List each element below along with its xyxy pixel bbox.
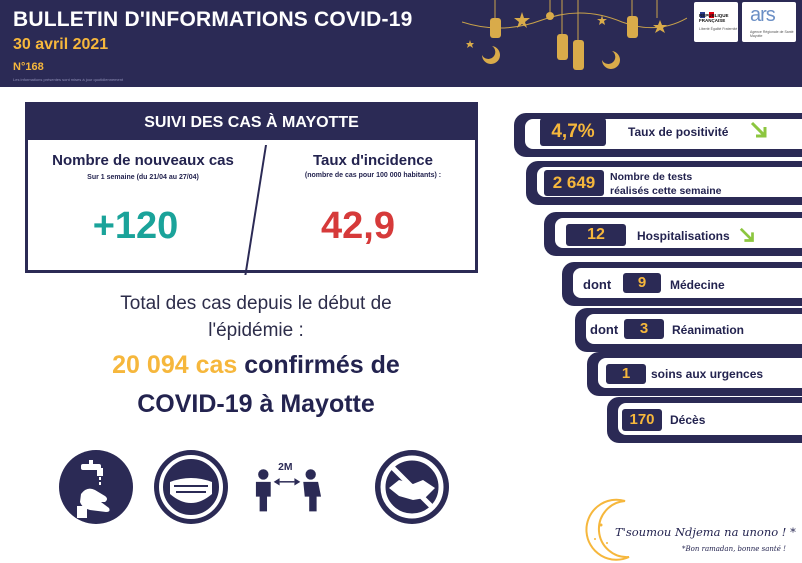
total-cases-line: 20 094 cas confirmés de: [0, 351, 512, 380]
positivity-label: Taux de positivité: [628, 125, 729, 139]
new-cases-title: Nombre de nouveaux cas: [52, 152, 234, 169]
bulletin-date: 30 avril 2021: [13, 36, 109, 53]
total-cases-value: 20 094 cas: [112, 351, 238, 379]
republique-motto: Liberté Égalité Fraternité: [699, 27, 738, 31]
medecine-prefix: dont: [583, 277, 612, 292]
hospitalisations-label: Hospitalisations: [637, 229, 730, 243]
ramadan-slogan: T'soumou Ndjema na unono ! * *Bon ramada…: [585, 495, 800, 563]
ars-logo: ars Agence Régionale de Santé Mayotte: [742, 2, 796, 42]
medecine-label: Médecine: [670, 278, 725, 292]
republique-francaise-logo: RÉPUBLIQUE FRANÇAISE Liberté Égalité Fra…: [694, 2, 738, 42]
tests-label: Nombre de tests réalisés cette semaine: [610, 170, 722, 198]
hospitalisations-value: 12: [566, 224, 626, 246]
distance-icon: 2M: [255, 462, 322, 512]
tests-label-2: réalisés cette semaine: [610, 185, 722, 197]
incidence-title: Taux d'incidence: [313, 152, 433, 169]
tests-label-1: Nombre de tests: [610, 171, 693, 183]
crescent-moon-icon: [585, 498, 630, 561]
suivi-panel: SUIVI DES CAS À MAYOTTE Nombre de nouvea…: [25, 102, 478, 275]
republique-text: RÉPUBLIQUE FRANÇAISE: [699, 13, 729, 23]
incidence-value: 42,9: [321, 205, 395, 247]
new-cases-period: Sur 1 semaine (du 21/04 au 27/04): [87, 174, 199, 181]
urgences-value: 1: [606, 364, 646, 384]
incidence-subtitle: (nombre de cas pour 100 000 habitants) :: [304, 172, 442, 179]
total-confirmed-text: confirmés de: [237, 351, 400, 379]
tests-value: 2 649: [544, 170, 604, 196]
slogan-text: T'soumou Ndjema na unono ! *: [615, 525, 796, 539]
total-text-line4: COVID-19 à Mayotte: [137, 390, 375, 418]
positivity-value: 4,7%: [540, 118, 606, 146]
deces-value: 170: [622, 409, 662, 431]
reanimation-value: 3: [624, 319, 664, 339]
reanimation-pill: [582, 310, 802, 348]
slogan-translation: *Bon ramadan, bonne santé !: [682, 545, 786, 553]
medecine-pill: [569, 264, 802, 302]
header-note: Les informations présentes sont mises à …: [13, 77, 124, 82]
new-cases-value: +120: [92, 205, 179, 247]
bulletin-title: BULLETIN D'INFORMATIONS COVID-19: [13, 8, 413, 31]
ramadan-decoration-icon: [462, 0, 687, 70]
suivi-heading: SUIVI DES CAS À MAYOTTE: [28, 105, 475, 140]
total-text-line2: l'épidémie :: [208, 320, 304, 341]
urgences-pill: [594, 354, 802, 392]
reanimation-prefix: dont: [590, 322, 619, 337]
trend-down-arrow-icon: [739, 227, 754, 242]
header-banner: BULLETIN D'INFORMATIONS COVID-19 30 avri…: [0, 0, 802, 87]
total-text-line1: Total des cas depuis le début de: [120, 293, 392, 314]
bulletin-number: N°168: [13, 61, 44, 73]
ars-logo-subtitle: Agence Régionale de Santé Mayotte: [750, 30, 794, 38]
flag-icon: [700, 5, 714, 18]
mask-icon: [154, 450, 228, 524]
no-handshake-icon: [375, 450, 449, 524]
urgences-label: soins aux urgences: [651, 367, 764, 381]
reanimation-label: Réanimation: [672, 323, 745, 337]
deces-label: Décès: [670, 413, 706, 427]
ars-logo-text: ars: [750, 4, 776, 26]
distance-label: 2M: [278, 462, 292, 473]
trend-down-arrow-icon: [750, 121, 767, 138]
handwash-icon: [59, 450, 133, 524]
medecine-value: 9: [623, 273, 661, 293]
